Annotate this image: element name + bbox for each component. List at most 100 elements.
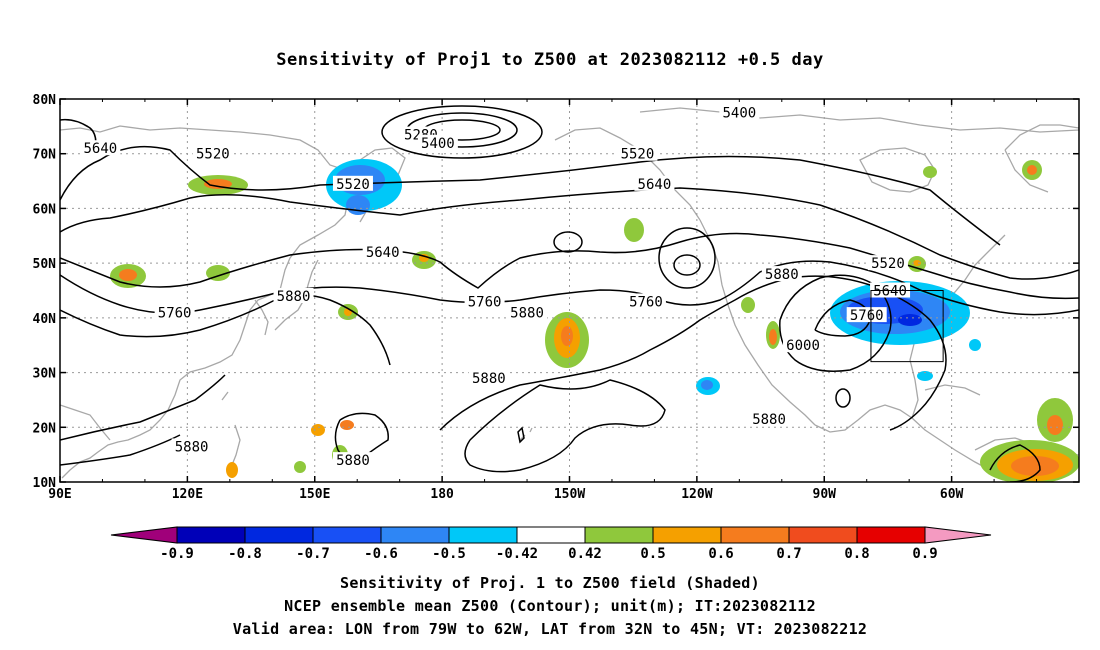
coastline-cuba — [924, 384, 981, 396]
contour-line — [60, 275, 947, 431]
coastline-canada-north — [639, 107, 1079, 133]
positive-blob — [340, 420, 354, 430]
footer-line-valid-area: Valid area: LON from 79W to 62W, LAT fro… — [232, 620, 868, 638]
lon-tick-label: 120W — [681, 487, 712, 502]
lat-tick-label: 60N — [33, 202, 57, 217]
contour-label-bg — [417, 134, 458, 150]
positive-blob — [294, 461, 306, 473]
contour-label-bg — [332, 452, 373, 468]
colorbar-label: -0.42 — [496, 546, 538, 562]
contour-label-bg — [761, 266, 802, 282]
colorbar-label: -0.6 — [364, 546, 398, 562]
positive-blob — [741, 297, 755, 313]
positive-blob — [206, 265, 230, 281]
z500-contours — [60, 105, 1079, 482]
colorbar-segment — [788, 526, 858, 544]
contour-label: 5640 — [638, 177, 672, 193]
contour-label: 5520 — [621, 147, 655, 163]
contour-line — [60, 374, 226, 466]
lat-tick-label: 40N — [33, 312, 57, 327]
colorbar-segment — [516, 526, 586, 544]
colorbar-label: 0.6 — [708, 546, 733, 562]
contour-line — [60, 187, 1079, 280]
positive-blob — [624, 218, 644, 242]
contour-label: 5400 — [722, 106, 756, 122]
contour-label: 5880 — [510, 305, 544, 321]
contour-line — [779, 274, 892, 372]
contour-label: 5640 — [83, 141, 117, 157]
contour-label: 5760 — [629, 294, 663, 310]
positive-blob — [119, 269, 137, 281]
colorbar-triangle-low — [110, 526, 178, 544]
contour-line — [60, 232, 1079, 300]
contour-label-bg — [507, 304, 548, 320]
contour-label: 5520 — [196, 147, 230, 163]
contour-line — [381, 105, 543, 159]
contour-label: 5880 — [336, 453, 370, 469]
sensitivity-shading — [110, 159, 1079, 482]
colorbar-label: -0.8 — [228, 546, 262, 562]
contour-label-bg — [80, 140, 121, 156]
lat-tick-label: 70N — [33, 148, 57, 163]
contour-label-bg — [867, 255, 908, 271]
colorbar-segment — [380, 526, 450, 544]
lon-tick-label: 60W — [940, 487, 964, 502]
positive-blob — [769, 329, 777, 345]
valid-area-box — [870, 290, 944, 363]
contour-label: 5880 — [175, 439, 209, 455]
contour-label: 5880 — [277, 289, 311, 305]
positive-blob — [923, 166, 937, 178]
lon-tick-label: 120E — [172, 487, 203, 502]
contour-label-bg — [332, 175, 373, 191]
lat-tick-label: 50N — [33, 257, 57, 272]
colorbar-label: 0.5 — [640, 546, 665, 562]
contour-label-bg — [719, 104, 760, 120]
colorbar-segment — [448, 526, 518, 544]
chart-title: Sensitivity of Proj1 to Z500 at 20230821… — [276, 50, 824, 70]
colorbar: -0.9 -0.8 -0.7 -0.6 -0.5 -0.42 0.42 0.5 0.6 0.7 0.… — [110, 526, 992, 562]
colorbar-label: -0.7 — [296, 546, 330, 562]
colorbar-segment — [584, 526, 654, 544]
contour-label-bg — [192, 145, 233, 161]
footer-line-contour: NCEP ensemble mean Z500 (Contour); unit(… — [284, 597, 816, 615]
contour-labels: 5280540054005520552055205520564056405640… — [80, 104, 911, 469]
coastline-indochina — [60, 404, 111, 441]
contour-label: 5520 — [871, 256, 905, 272]
positive-blob — [226, 462, 238, 478]
colorbar-segment — [856, 526, 926, 544]
contour-label: 5760 — [158, 305, 192, 321]
contour-line — [673, 254, 701, 276]
contour-label: 5640 — [873, 284, 907, 300]
lat-tick-label: 20N — [33, 421, 57, 436]
colorbar-triangle-high — [924, 526, 992, 544]
contour-line — [517, 426, 525, 444]
contour-label-bg — [846, 307, 887, 323]
positive-blob — [204, 179, 232, 189]
contour-label: 5880 — [765, 267, 799, 283]
negative-blob — [701, 380, 713, 390]
positive-blob — [1047, 415, 1063, 435]
negative-blob — [917, 371, 933, 381]
positive-blob — [1027, 165, 1037, 175]
contour-line — [835, 388, 851, 408]
contour-label-bg — [625, 293, 666, 309]
contour-label: 5640 — [366, 245, 400, 261]
positive-blob — [1011, 456, 1059, 476]
contour-line — [334, 412, 389, 462]
lon-tick-label: 90W — [813, 487, 837, 502]
lat-tick-label: 30N — [33, 367, 57, 382]
coastline-north-america-west — [699, 219, 816, 426]
colorbar-segment — [312, 526, 382, 544]
lat-tick-label: 10N — [33, 476, 57, 491]
contour-label-bg — [617, 145, 658, 161]
colorbar-label: 0.8 — [844, 546, 869, 562]
contour-label: 5880 — [752, 412, 786, 428]
contour-label: 5760 — [850, 308, 884, 324]
colorbar-segment — [652, 526, 722, 544]
colorbar-label: 0.7 — [776, 546, 801, 562]
lon-tick-label: 180 — [430, 487, 454, 502]
lon-tick-label: 150E — [299, 487, 330, 502]
lon-tick-label: 150W — [554, 487, 585, 502]
contour-label-bg — [783, 337, 824, 353]
